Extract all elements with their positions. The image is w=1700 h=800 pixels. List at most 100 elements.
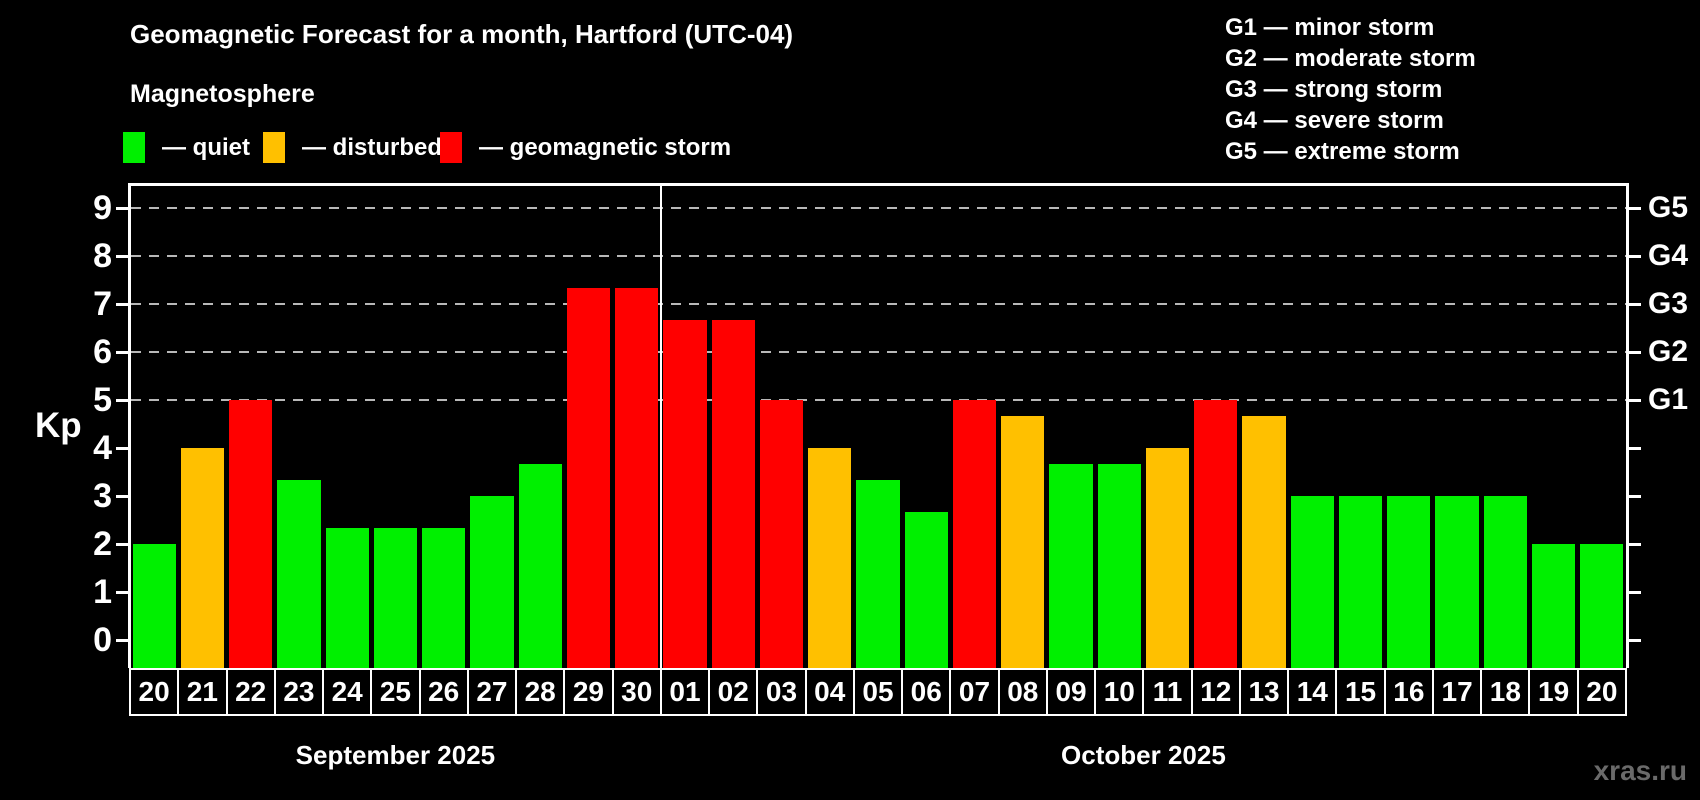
kp-bar (904, 511, 948, 668)
legend-swatch-storm (440, 132, 462, 163)
y-axis-tick-label: 8 (93, 237, 112, 275)
storm-scale-entry: G2 — moderate storm (1225, 45, 1476, 72)
storm-scale-legend: G1 — minor storm G2 — moderate storm G3 — … (1225, 12, 1476, 167)
y-axis-tick (116, 639, 128, 642)
kp-bar (759, 400, 804, 668)
date-label: 12 (1190, 668, 1241, 716)
date-label: 08 (997, 668, 1048, 716)
right-axis-tick (1629, 207, 1641, 210)
y-axis-tick-label: 9 (93, 189, 112, 227)
date-label: 18 (1480, 668, 1531, 716)
legend-item-quiet: — quiet (123, 132, 250, 163)
kp-bar (518, 463, 562, 668)
date-label: 11 (1142, 668, 1193, 716)
date-label: 03 (756, 668, 807, 716)
date-label: 20 (1576, 668, 1627, 716)
legend-label-quiet: — quiet (162, 133, 250, 161)
date-label: 20 (129, 668, 180, 716)
y-axis-title: Kp (35, 406, 82, 445)
gridline-kp-6 (131, 351, 1626, 353)
watermark-link[interactable]: xras.ru (1593, 755, 1687, 786)
storm-scale-entry: G1 — minor storm (1225, 14, 1435, 41)
right-axis-tick (1629, 543, 1641, 546)
gridline-kp-7 (131, 303, 1626, 305)
month-label-october: October 2025 (1061, 740, 1226, 770)
legend-swatch-disturbed (263, 132, 285, 163)
storm-scale-tick-label: G2 (1648, 335, 1689, 368)
kp-bar (422, 528, 466, 668)
kp-bar (1145, 448, 1190, 668)
gridline-kp-8 (131, 255, 1626, 257)
kp-bar (1580, 544, 1624, 668)
y-axis-tick-label: 7 (93, 285, 112, 323)
date-label: 27 (466, 668, 518, 716)
storm-scale-entry: G5 — extreme storm (1225, 138, 1460, 165)
date-label: 15 (1335, 668, 1386, 716)
kp-bar (325, 528, 369, 668)
right-axis-tick (1629, 399, 1641, 402)
y-axis-line (128, 183, 131, 668)
date-label: 28 (515, 668, 566, 716)
y-axis-tick-label: 5 (93, 381, 112, 419)
legend-item-storm: — geomagnetic storm (440, 132, 731, 163)
kp-bar (952, 400, 997, 668)
kp-bar (470, 496, 514, 668)
kp-bar (373, 528, 418, 668)
storm-scale-tick-label: G3 (1648, 287, 1689, 320)
legend-swatch-quiet (123, 132, 145, 163)
date-label: 09 (1045, 668, 1097, 716)
y-axis-tick (116, 495, 128, 498)
date-label: 01 (659, 668, 711, 716)
date-label: 07 (949, 668, 1000, 716)
date-label: 29 (563, 668, 614, 716)
gridline-kp-9 (131, 207, 1626, 209)
legend-label-disturbed: — disturbed (302, 133, 443, 161)
date-label: 26 (418, 668, 469, 716)
plot-top-border (128, 183, 1629, 186)
kp-bar (1483, 496, 1527, 668)
y-axis-tick-label: 6 (93, 333, 112, 371)
date-label: 04 (804, 668, 855, 716)
storm-scale-tick-label: G1 (1648, 383, 1689, 416)
date-label: 23 (273, 668, 325, 716)
kp-bar (1387, 496, 1431, 668)
y-axis-tick (116, 255, 128, 258)
legend-item-disturbed: — disturbed (263, 132, 442, 163)
y-axis-tick (116, 543, 128, 546)
storm-scale-tick-label: G4 (1648, 239, 1689, 272)
kp-bar (1097, 463, 1141, 668)
date-label: 19 (1528, 668, 1579, 716)
kp-bar (1242, 415, 1286, 668)
y-axis-tick-label: 2 (93, 525, 112, 563)
y-axis-tick (116, 399, 128, 402)
kp-bar (277, 480, 321, 668)
kp-bar (711, 319, 755, 668)
kp-bar (1290, 496, 1334, 668)
chart-title: Geomagnetic Forecast for a month, Hartfo… (130, 19, 794, 49)
kp-bar (229, 400, 273, 668)
storm-scale-entry: G3 — strong storm (1225, 76, 1443, 103)
y-axis-tick (116, 447, 128, 450)
right-axis-tick (1629, 351, 1641, 354)
right-axis-tick (1629, 303, 1641, 306)
date-label: 16 (1383, 668, 1434, 716)
y-axis-tick-label: 4 (93, 429, 112, 467)
kp-bar (615, 288, 659, 668)
right-axis-tick (1629, 255, 1641, 258)
date-label: 13 (1238, 668, 1290, 716)
kp-bar (132, 544, 176, 668)
date-label: 14 (1287, 668, 1338, 716)
y-axis-tick-label: 3 (93, 477, 112, 515)
date-label: 06 (901, 668, 952, 716)
right-axis-tick (1629, 591, 1641, 594)
month-separator-line (659, 186, 662, 668)
kp-bar (663, 319, 707, 668)
y-axis-tick (116, 207, 128, 210)
kp-bar (856, 480, 900, 668)
kp-bar (1001, 415, 1045, 668)
legend-label-storm: — geomagnetic storm (479, 133, 732, 161)
date-label: 24 (322, 668, 373, 716)
y-axis-tick-label: 0 (93, 621, 112, 659)
date-label: 25 (370, 668, 421, 716)
